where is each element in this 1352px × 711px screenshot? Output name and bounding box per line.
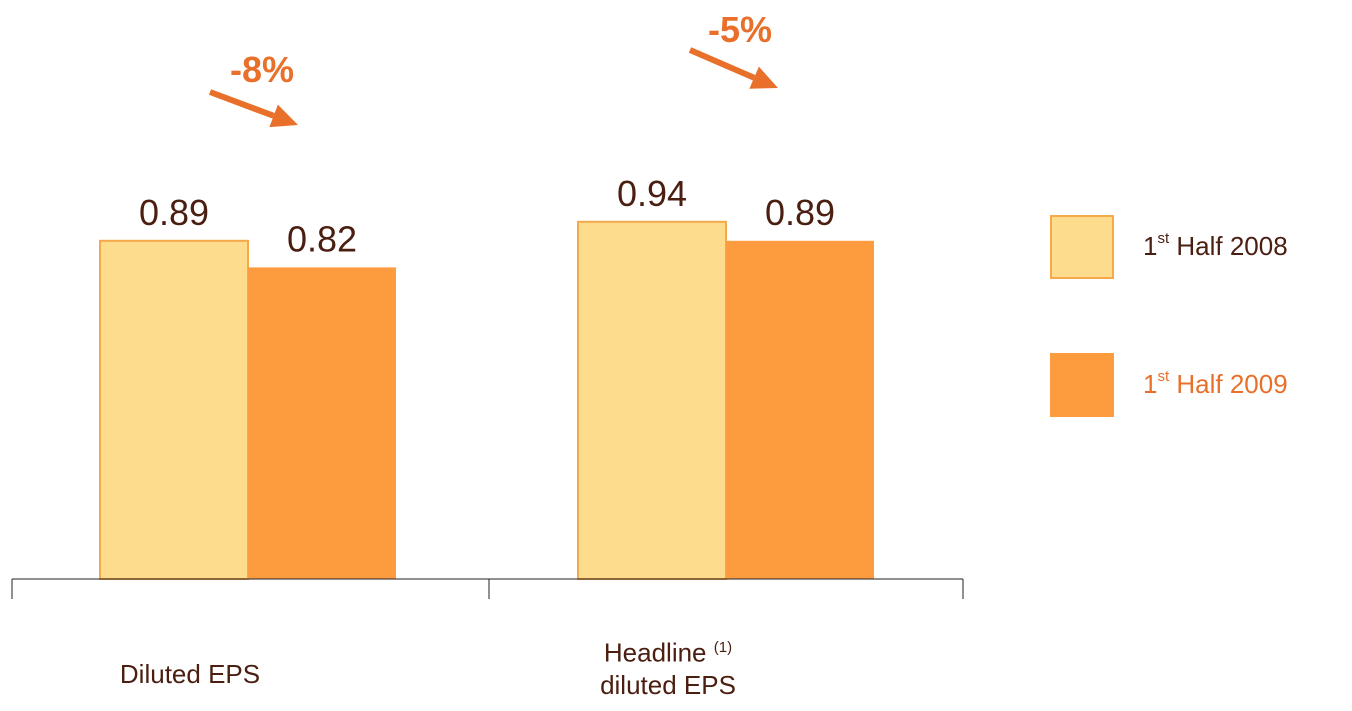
data-label-1-2: 0.82	[287, 218, 357, 259]
trend-arrow-2	[688, 47, 756, 81]
data-label-1-1: 0.89	[139, 192, 209, 233]
trend-arrowhead-1	[269, 104, 298, 128]
legend-label-2009: 1st Half 2009	[1143, 368, 1288, 399]
bar-2-2	[726, 240, 874, 580]
legend-label-2008: 1st Half 2008	[1143, 230, 1288, 261]
bar-1-2	[248, 267, 396, 579]
category-label-diluted-eps: Diluted EPS	[119, 659, 261, 689]
category-label-headline-diluted-eps: Headline (1) diluted EPS	[600, 637, 736, 700]
legend-swatch-2009	[1050, 353, 1114, 417]
change-annotation-2: -5%	[708, 9, 772, 50]
legend-swatch-2008	[1050, 215, 1114, 279]
bar-2-1	[577, 220, 727, 581]
data-label-2-2: 0.89	[765, 192, 835, 233]
bar-1-1	[99, 239, 249, 581]
trend-arrowhead-2	[749, 66, 778, 89]
trend-arrow-1	[208, 89, 275, 119]
data-label-2-1: 0.94	[617, 173, 687, 214]
change-annotation-1: -8%	[230, 49, 294, 90]
